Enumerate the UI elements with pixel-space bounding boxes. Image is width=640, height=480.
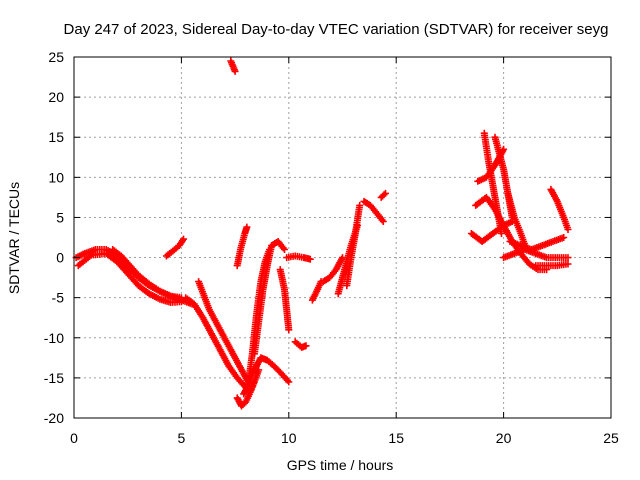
x-tick-label: 25 bbox=[603, 430, 619, 446]
scatter-points bbox=[308, 278, 325, 304]
series-arc6 bbox=[195, 278, 252, 386]
scatter-points bbox=[276, 266, 293, 334]
series-arc31 bbox=[547, 185, 572, 233]
x-tick-label: 10 bbox=[281, 430, 297, 446]
x-axis-label: GPS time / hours bbox=[287, 457, 394, 473]
scatter-points bbox=[233, 223, 251, 270]
y-tick-label: -20 bbox=[44, 410, 64, 426]
scatter-points bbox=[319, 254, 346, 286]
series-arc19 bbox=[343, 201, 364, 290]
x-tick-label: 20 bbox=[496, 430, 512, 446]
scatter-points bbox=[547, 185, 572, 233]
scatter-points bbox=[343, 201, 364, 290]
scatter-points bbox=[283, 252, 314, 263]
scatter-points bbox=[377, 189, 389, 201]
series-arc12 bbox=[250, 238, 288, 358]
scatter-points bbox=[182, 294, 250, 391]
y-tick-label: -10 bbox=[44, 330, 64, 346]
scatter-points bbox=[74, 250, 185, 306]
series-arc7 bbox=[227, 57, 239, 75]
scatter-points bbox=[532, 260, 572, 270]
series-arc2 bbox=[74, 250, 185, 306]
scatter-points bbox=[250, 238, 288, 358]
scatter-points bbox=[360, 197, 387, 225]
scatter-points bbox=[504, 189, 529, 249]
y-tick-label: 25 bbox=[48, 49, 64, 65]
y-tick-label: 15 bbox=[48, 129, 64, 145]
scatter-points bbox=[233, 366, 263, 410]
series-arc9 bbox=[233, 366, 263, 410]
y-tick-label: -5 bbox=[52, 290, 65, 306]
y-tick-label: 20 bbox=[48, 89, 64, 105]
series-arc3 bbox=[109, 246, 185, 302]
series-arc30 bbox=[532, 260, 572, 270]
scatter-points bbox=[506, 234, 568, 253]
scatter-points bbox=[109, 246, 185, 302]
x-tick-label: 0 bbox=[70, 430, 78, 446]
series-arc29 bbox=[506, 234, 568, 253]
y-tick-label: 5 bbox=[56, 209, 64, 225]
series-arc21 bbox=[377, 189, 389, 201]
scatter-points bbox=[162, 235, 187, 260]
series-arc8 bbox=[233, 223, 251, 270]
series-arc13 bbox=[276, 266, 293, 334]
series-arc4 bbox=[162, 235, 187, 260]
series-arc14 bbox=[283, 252, 314, 263]
series-arc15 bbox=[291, 338, 310, 351]
scatter-points bbox=[291, 338, 310, 351]
x-axis-ticks: 0 5 10 15 20 25 bbox=[70, 57, 619, 446]
scatter-points bbox=[227, 57, 239, 75]
y-tick-label: 0 bbox=[56, 250, 64, 266]
y-axis-label: SDTVAR / TECUs bbox=[6, 182, 22, 294]
grid-lines bbox=[74, 57, 611, 418]
series-arc27 bbox=[504, 189, 529, 249]
y-tick-label: 10 bbox=[48, 169, 64, 185]
x-tick-label: 5 bbox=[178, 430, 186, 446]
scatter-points bbox=[480, 129, 505, 237]
chart-title: Day 247 of 2023, Sidereal Day-to-day VTE… bbox=[64, 21, 609, 38]
scatter-points bbox=[195, 278, 252, 386]
x-tick-label: 15 bbox=[388, 430, 404, 446]
plot-frame bbox=[73, 56, 612, 419]
y-axis-ticks: -20 -15 -10 -5 0 5 10 15 20 25 bbox=[44, 49, 611, 426]
y-tick-label: -15 bbox=[44, 370, 64, 386]
series-arc25 bbox=[480, 129, 505, 237]
series-arc17 bbox=[319, 254, 346, 286]
series-arc16 bbox=[308, 278, 325, 304]
data-points bbox=[72, 57, 572, 410]
series-arc5 bbox=[182, 294, 250, 391]
series-arc20 bbox=[360, 197, 387, 225]
